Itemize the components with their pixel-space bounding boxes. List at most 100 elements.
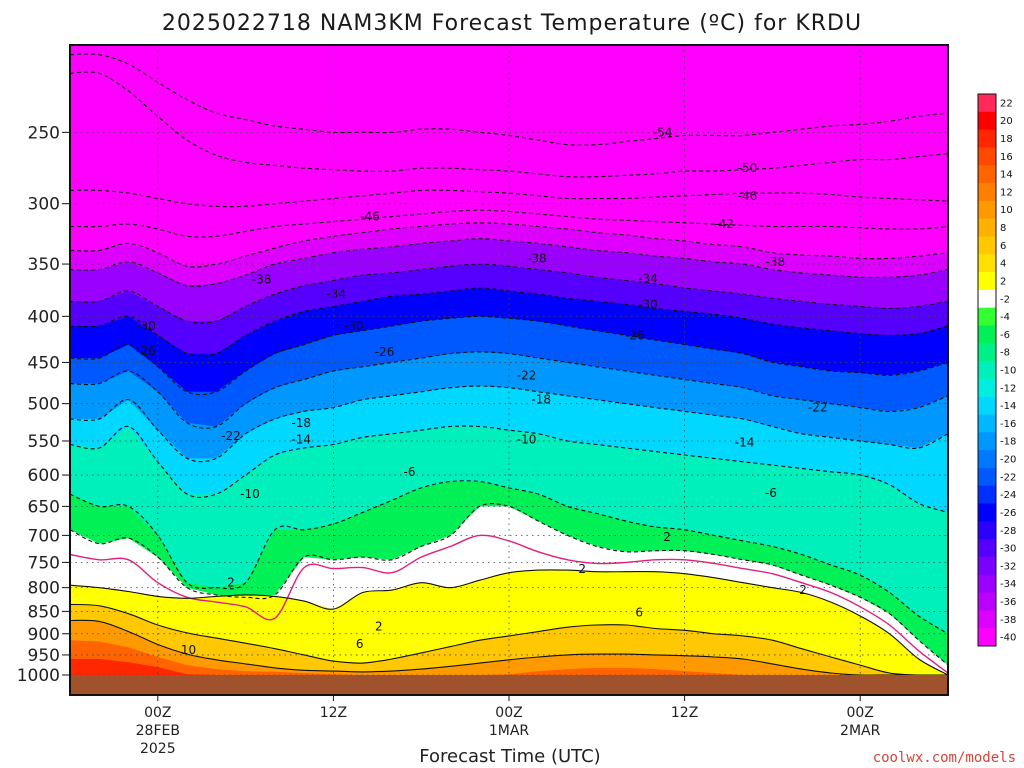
colorbar-label: -30 — [1000, 544, 1016, 555]
contour-m18 — [70, 351, 948, 429]
contour-label: -34 — [638, 271, 658, 285]
contour-label: 2 — [663, 530, 671, 544]
colorbar-swatch — [978, 485, 996, 505]
contour-label: 6 — [356, 637, 364, 651]
colorbar-label: -24 — [1000, 490, 1016, 501]
colorbar-label: -8 — [1000, 348, 1010, 359]
colorbar-label: -38 — [1000, 615, 1016, 626]
colorbar-swatch — [978, 521, 996, 540]
colorbar-label: -14 — [1000, 401, 1016, 412]
contour-label: -10 — [240, 487, 260, 501]
colorbar-swatch — [978, 467, 996, 487]
colorbar-swatch — [978, 129, 996, 148]
y-tick-label: 700 — [28, 526, 60, 546]
contour-2 — [70, 569, 948, 675]
isotherm-contours — [70, 53, 948, 675]
contour-label: -26 — [375, 345, 395, 359]
x-tick-label: 2025 — [140, 741, 176, 757]
contour-10 — [70, 619, 948, 675]
colorbar-label: -4 — [1000, 312, 1010, 323]
contour-label: 2 — [227, 576, 235, 590]
contour-label: -46 — [738, 189, 758, 203]
colorbar-label: -12 — [1000, 383, 1016, 394]
contour-m54 — [70, 53, 948, 146]
pressure-axis: 250 300 350 400 450 500 550 600 650 700 750 800 850 9… — [17, 123, 70, 686]
colorbar-label: 6 — [1000, 241, 1006, 252]
colorbar-swatch — [978, 183, 996, 202]
x-tick-label: 12Z — [671, 705, 698, 721]
colorbar-swatch — [978, 343, 996, 362]
contour-label: -10 — [517, 433, 537, 447]
colorbar-label: -22 — [1000, 472, 1016, 483]
contour-m34 — [70, 238, 948, 288]
isotherm-labels: -54-50-46-46-42-38 -38-38 -34-34-30-30-30-… — [136, 125, 827, 657]
colorbar-swatch — [978, 361, 996, 380]
contour-label: 6 — [635, 605, 643, 619]
colorbar-label: 14 — [1000, 170, 1013, 181]
colorbar-swatch — [978, 218, 996, 237]
y-tick-label: 1000 — [17, 666, 60, 686]
colorbar-label: -40 — [1000, 633, 1016, 644]
contour-label: -14 — [735, 435, 755, 449]
contour-m30 — [70, 263, 948, 324]
x-tick-label: 00Z — [495, 705, 522, 721]
chart-title: 2025022718 NAM3KM Forecast Temperature (… — [162, 11, 862, 36]
contour-label: 2 — [375, 620, 383, 634]
contour-label: -30 — [344, 319, 364, 333]
colorbar-swatch — [978, 272, 996, 291]
contour-m42 — [70, 209, 948, 238]
contour-label: -18 — [291, 416, 311, 430]
y-tick-label: 500 — [28, 395, 60, 415]
colorbar-swatch — [978, 307, 996, 326]
colorbar-swatch — [978, 503, 996, 522]
colorbar-label: -20 — [1000, 455, 1016, 466]
contour-m46 — [70, 189, 948, 208]
contour-label: -30 — [638, 297, 658, 311]
contour-label: -38 — [252, 272, 272, 286]
contour-label: 2 — [578, 562, 586, 576]
contour-label: 10 — [181, 643, 196, 657]
colorbar-label: 22 — [1000, 98, 1013, 109]
contour-label: -50 — [738, 161, 758, 175]
x-tick-label: 2MAR — [840, 723, 881, 739]
y-tick-label: 550 — [28, 432, 60, 452]
y-tick-label: 600 — [28, 466, 60, 486]
y-tick-label: 850 — [28, 602, 60, 622]
contour-label: -18 — [531, 393, 551, 407]
colorbar-swatch — [978, 539, 996, 558]
colorbar-label: -32 — [1000, 561, 1016, 572]
colorbar-swatch — [978, 378, 996, 398]
contour-m22 — [70, 315, 948, 396]
y-tick-label: 950 — [28, 646, 60, 666]
colorbar-swatch — [978, 396, 996, 416]
colorbar-swatch — [978, 325, 996, 344]
y-tick-label: 900 — [28, 625, 60, 645]
colorbar-label: -10 — [1000, 366, 1016, 377]
colorbar-swatch — [978, 574, 996, 594]
contour-m2 — [70, 503, 948, 666]
colorbar-label: -28 — [1000, 526, 1016, 537]
time-axis: 00Z 28FEB 2025 12Z 00Z 1MAR 12Z 00Z 2MAR — [136, 695, 881, 757]
contour-0 — [70, 534, 948, 674]
colorbar-label: -34 — [1000, 579, 1016, 590]
colorbar-frame — [977, 93, 997, 647]
x-axis-label: Forecast Time (UTC) — [419, 746, 600, 767]
colorbar-swatch — [978, 111, 996, 131]
colorbar-label: 8 — [1000, 223, 1006, 234]
y-tick-label: 250 — [28, 123, 60, 143]
contour-label: -30 — [136, 319, 156, 333]
colorbar-swatch — [978, 200, 996, 220]
y-tick-label: 350 — [28, 255, 60, 275]
contour-6 — [70, 603, 948, 675]
contour-m14 — [70, 385, 948, 463]
contour-label: -22 — [221, 429, 241, 443]
y-tick-label: 400 — [28, 307, 60, 327]
contour-label: 2 — [799, 583, 807, 597]
colorbar-swatch — [978, 432, 996, 451]
contour-label: -42 — [714, 217, 734, 231]
colorbar-swatch — [978, 94, 996, 113]
contour-m6 — [70, 480, 948, 635]
colorbar-label: -16 — [1000, 419, 1016, 430]
colorbar-swatch — [978, 628, 996, 647]
y-tick-label: 750 — [28, 553, 60, 573]
